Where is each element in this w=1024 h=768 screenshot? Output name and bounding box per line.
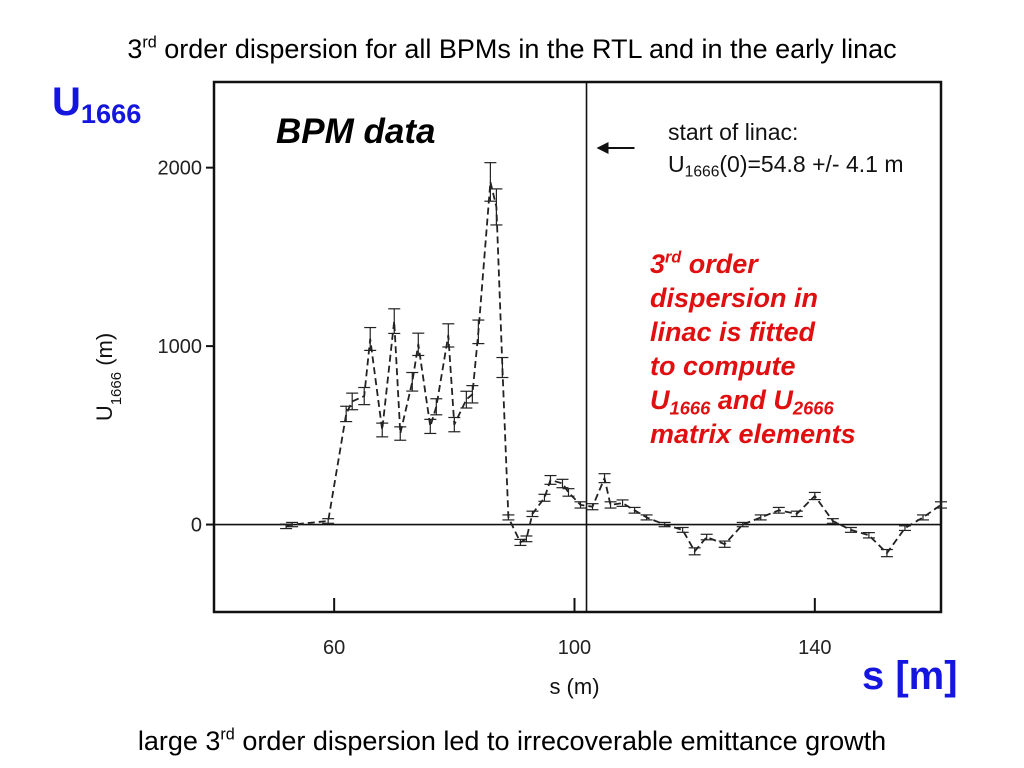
data-point xyxy=(490,188,503,226)
data-point xyxy=(346,392,359,411)
data-point xyxy=(286,521,299,528)
x-tick-label: 100 xyxy=(558,637,591,659)
data-point xyxy=(772,506,785,514)
data-point xyxy=(574,501,587,509)
fit-note-line2: dispersion in xyxy=(650,283,819,313)
data-point xyxy=(388,308,401,335)
fit-note-line5: U1666 and U2666 xyxy=(650,385,834,419)
data-point xyxy=(616,499,629,507)
y-tick-label: 0 xyxy=(191,515,202,537)
data-point xyxy=(538,493,551,502)
data-point xyxy=(376,422,389,438)
data-point xyxy=(658,521,671,528)
data-point xyxy=(844,526,857,533)
data-point xyxy=(586,503,599,511)
linac-arrow-head xyxy=(596,142,609,154)
data-point xyxy=(598,473,611,484)
data-point xyxy=(448,416,461,433)
y-axis-title: U1666 (m) xyxy=(92,333,125,421)
data-point xyxy=(604,501,617,509)
data-point xyxy=(640,514,653,521)
y-tick-label: 1000 xyxy=(158,336,203,358)
data-point xyxy=(808,491,821,501)
data-point xyxy=(502,514,515,521)
data-point xyxy=(430,398,443,416)
data-point xyxy=(358,386,371,406)
fit-note: 3rd order dispersion in linac is fitted … xyxy=(650,247,856,451)
linac-note-line2: U1666(0)=54.8 +/- 4.1 m xyxy=(668,151,904,181)
data-point xyxy=(898,525,911,532)
data-point xyxy=(406,371,419,392)
data-point xyxy=(484,162,497,202)
data-point xyxy=(754,514,767,521)
u1666-label: U1666 xyxy=(52,80,142,130)
data-point xyxy=(424,418,437,435)
fit-note-line3: linac is fitted xyxy=(650,317,816,347)
bpm-data-label: BPM data xyxy=(276,112,436,151)
data-point xyxy=(526,510,539,518)
data-point xyxy=(688,547,701,556)
data-point xyxy=(460,390,473,409)
data-point xyxy=(466,385,479,404)
data-point xyxy=(496,356,509,379)
data-point xyxy=(718,540,731,548)
slide-title: 3rd order dispersion for all BPMs in the… xyxy=(127,33,897,64)
x-tick-label: 60 xyxy=(323,637,345,659)
data-point xyxy=(676,526,689,533)
y-tick-label: 2000 xyxy=(158,158,203,180)
linac-start-note: start of linac: U1666(0)=54.8 +/- 4.1 m xyxy=(668,116,903,180)
data-point xyxy=(628,506,641,514)
data-point xyxy=(862,531,875,539)
data-point xyxy=(442,323,455,348)
data-point xyxy=(394,426,407,441)
fit-note-line6: matrix elements xyxy=(650,419,856,449)
data-point xyxy=(544,474,557,485)
data-point xyxy=(520,535,533,543)
data-point xyxy=(514,538,527,547)
slide-caption: large 3rd order dispersion led to irreco… xyxy=(137,725,887,756)
linac-note-line1: start of linac: xyxy=(668,119,799,145)
data-point xyxy=(700,533,713,541)
data-point xyxy=(364,326,377,351)
data-point xyxy=(562,488,575,497)
data-point xyxy=(736,521,749,528)
data-point xyxy=(412,332,425,357)
fit-note-line1: 3rd order xyxy=(650,248,758,279)
x-axis-title: s (m) xyxy=(549,674,599,699)
data-point xyxy=(916,514,929,521)
data-point xyxy=(880,548,893,558)
s-m-label: s [m] xyxy=(862,654,958,698)
data-point xyxy=(556,478,569,489)
data-point xyxy=(340,405,353,423)
x-tick-label: 140 xyxy=(798,637,831,659)
data-point xyxy=(826,518,839,524)
fit-note-line4: to compute xyxy=(650,351,796,381)
data-point xyxy=(790,510,803,518)
data-point xyxy=(935,501,947,509)
data-point xyxy=(472,319,485,345)
data-point xyxy=(280,523,293,530)
data-point xyxy=(322,518,335,524)
data-series-line xyxy=(285,180,942,554)
